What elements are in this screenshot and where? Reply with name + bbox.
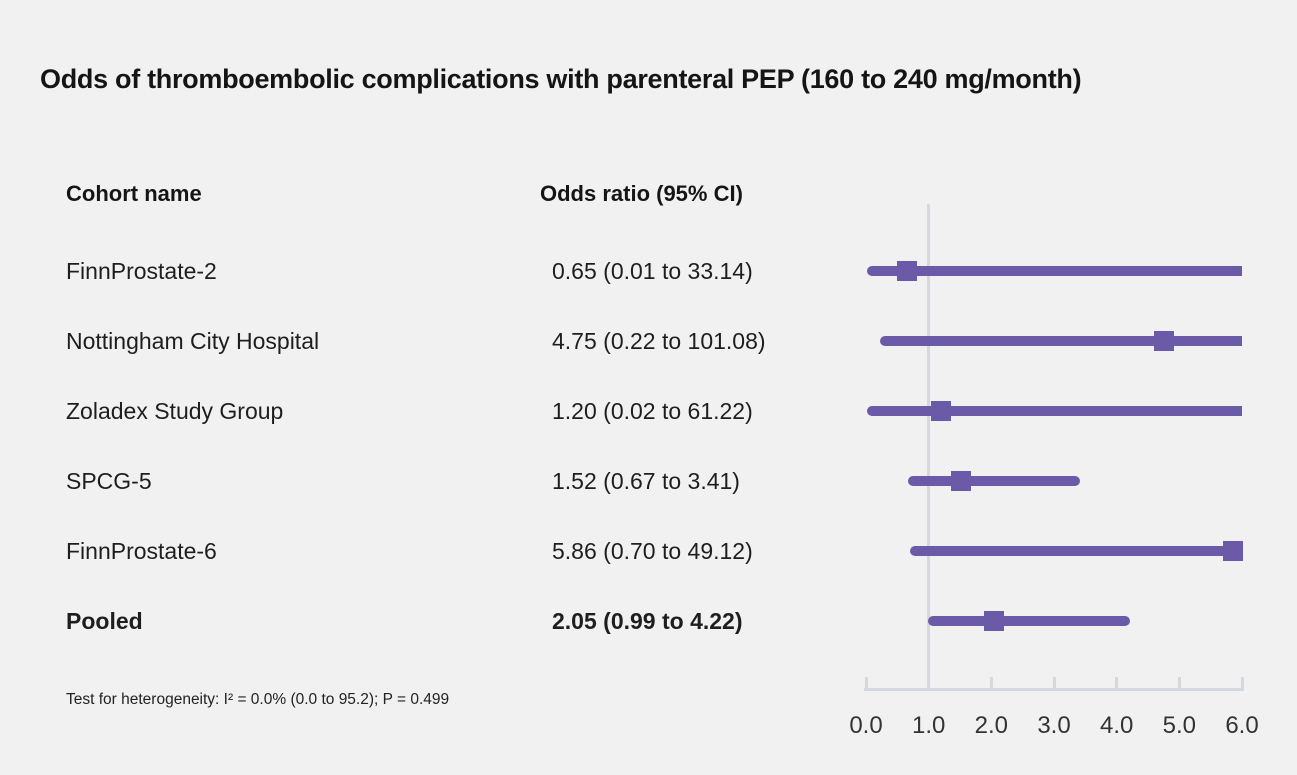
ci-line	[909, 545, 1242, 556]
reference-line	[927, 204, 931, 691]
ci-line	[879, 335, 1242, 346]
column-header-odds-ratio: Odds ratio (95% CI)	[540, 181, 743, 206]
x-axis-tick	[927, 677, 931, 688]
or-marker	[931, 400, 952, 421]
cohort-label: FinnProstate-2	[66, 258, 217, 284]
odds-ratio-value: 1.20 (0.02 to 61.22)	[552, 397, 753, 424]
cohort-label: FinnProstate-6	[66, 537, 217, 564]
figure-title: Odds of thromboembolic complications wit…	[40, 64, 1082, 94]
or-marker	[896, 261, 917, 281]
x-axis-tick-label: 1.0	[911, 712, 946, 739]
x-axis-tick	[864, 677, 868, 688]
x-axis-tick-label: 4.0	[1099, 712, 1134, 739]
x-axis-tick-label: 3.0	[1037, 712, 1071, 739]
odds-ratio-value: 5.86 (0.70 to 49.12)	[552, 537, 753, 564]
ci-line	[907, 475, 1080, 486]
column-header-cohort: Cohort name	[66, 181, 202, 206]
ci-line	[867, 405, 1242, 416]
x-axis-tick	[1240, 677, 1244, 688]
x-axis-line	[864, 688, 1244, 691]
x-axis-tick	[989, 677, 993, 688]
or-marker	[984, 610, 1005, 631]
cohort-label: Nottingham City Hospital	[66, 327, 320, 354]
x-axis-tick-label: 5.0	[1162, 712, 1197, 739]
x-axis-tick-label: 0.0	[849, 712, 883, 739]
or-marker	[1153, 330, 1174, 351]
x-axis-tick-label: 6.0	[1225, 712, 1259, 739]
ci-line	[928, 615, 1131, 626]
x-axis-tick	[1052, 677, 1056, 688]
x-axis-tick	[1177, 677, 1181, 688]
odds-ratio-value: 1.52 (0.67 to 3.41)	[552, 467, 740, 494]
cohort-label: Zoladex Study Group	[66, 397, 284, 424]
x-axis-tick-label: 2.0	[974, 712, 1009, 739]
odds-ratio-value: 0.65 (0.01 to 33.14)	[552, 258, 753, 284]
or-marker	[1223, 540, 1244, 561]
odds-ratio-value: 2.05 (0.99 to 4.22)	[552, 607, 743, 634]
or-marker	[951, 470, 972, 491]
ci-line	[866, 266, 1242, 276]
x-axis-tick	[1115, 677, 1119, 688]
cohort-label: SPCG-5	[66, 467, 152, 494]
heterogeneity-footnote: Test for heterogeneity: I² = 0.0% (0.0 t…	[66, 691, 450, 708]
cohort-label: Pooled	[66, 607, 143, 634]
odds-ratio-value: 4.75 (0.22 to 101.08)	[552, 327, 766, 354]
